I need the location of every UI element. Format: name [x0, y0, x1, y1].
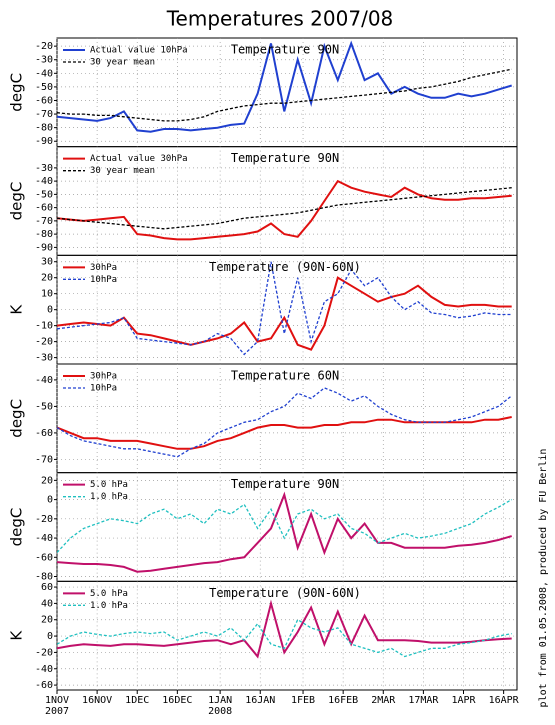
y-tick-label: -30 [35, 55, 53, 66]
panel-title: Temperature 90N [231, 151, 339, 165]
x-tick-sublabel: 2007 [45, 706, 69, 717]
y-tick-label: -20 [35, 647, 53, 658]
y-tick-label: -20 [35, 41, 53, 52]
legend-label: Actual value 30hPa [90, 154, 188, 164]
y-axis-label: degC [8, 182, 26, 221]
y-tick-label: 0 [47, 495, 53, 506]
y-tick-label: -20 [35, 514, 53, 525]
series-line [57, 40, 512, 133]
series-line [57, 387, 513, 458]
x-tick-label: 1APR [451, 695, 476, 706]
y-tick-label: -70 [35, 109, 53, 120]
y-tick-label: 20 [41, 475, 53, 486]
series-line [57, 187, 512, 230]
legend-label: 10hPa [90, 384, 117, 394]
panel-title: Temperature 60N [231, 369, 339, 383]
legend-label: 5.0 hPa [90, 589, 128, 599]
y-axis-label: degC [8, 508, 26, 547]
y-tick-label: 40 [41, 598, 53, 609]
y-axis-label: degC [8, 399, 26, 438]
y-tick-label: -40 [35, 68, 53, 79]
y-axis-label: K [8, 630, 26, 641]
y-axis-label: K [8, 304, 26, 315]
y-tick-label: -50 [35, 189, 53, 200]
y-tick-label: 0 [47, 631, 53, 642]
series-line [57, 179, 512, 241]
y-tick-label: -60 [35, 680, 53, 691]
y-tick-label: 20 [41, 615, 53, 626]
series-line [57, 68, 512, 122]
y-tick-label: -60 [35, 203, 53, 214]
y-tick-label: -80 [35, 123, 53, 134]
panel-title: Temperature (90N-60N) [209, 260, 361, 274]
y-tick-label: -60 [35, 95, 53, 106]
legend-label: Actual value 10hPa [90, 46, 188, 56]
y-tick-label: 0 [47, 305, 53, 316]
x-tick-label: 1DEC [125, 695, 149, 706]
y-axis-label: degC [8, 73, 26, 112]
y-tick-label: -80 [35, 572, 53, 583]
series-line [57, 276, 512, 351]
panel-title: Temperature (90N-60N) [209, 586, 361, 600]
x-tick-label: 17MAR [408, 695, 439, 706]
y-tick-label: 20 [41, 273, 53, 284]
y-tick-label: -40 [35, 176, 53, 187]
y-tick-label: -60 [35, 552, 53, 563]
legend-label: 1.0 hPa [90, 492, 128, 502]
x-tick-label: 1JAN [208, 695, 232, 706]
series-line [57, 618, 512, 658]
panel-title: Temperature 90N [231, 43, 339, 57]
y-tick-label: -40 [35, 533, 53, 544]
x-tick-label: 16JAN [245, 695, 275, 706]
credit: plot from 01.05.2008, produced by FU Ber… [538, 449, 549, 708]
y-tick-label: 60 [41, 582, 53, 593]
y-tick-label: -30 [35, 353, 53, 364]
legend-label: 30 year mean [90, 166, 155, 176]
x-tick-label: 2MAR [371, 695, 396, 706]
y-tick-label: -90 [35, 136, 53, 147]
y-tick-label: -50 [35, 401, 53, 412]
legend-label: 1.0 hPa [90, 601, 128, 611]
legend-label: 5.0 hPa [90, 480, 128, 490]
x-tick-label: 16DEC [162, 695, 192, 706]
legend-label: 30hPa [90, 263, 117, 273]
series-line [57, 499, 513, 553]
x-tick-label: 1NOV [45, 695, 69, 706]
y-tick-label: -70 [35, 454, 53, 465]
y-tick-label: -30 [35, 163, 53, 174]
y-tick-label: -50 [35, 82, 53, 93]
y-tick-label: -20 [35, 337, 53, 348]
y-tick-label: 10 [41, 289, 53, 300]
panel-title: Temperature 90N [231, 477, 339, 491]
series-line [57, 599, 512, 659]
legend-label: 10hPa [90, 275, 117, 285]
y-tick-label: 30 [41, 257, 53, 268]
y-tick-label: -90 [35, 242, 53, 253]
legend-label: 30 year mean [90, 58, 155, 68]
y-tick-label: -40 [35, 375, 53, 386]
legend-label: 30hPa [90, 372, 117, 382]
series-line [57, 491, 512, 573]
y-tick-label: -70 [35, 216, 53, 227]
x-tick-sublabel: 2008 [208, 706, 232, 717]
y-tick-label: -80 [35, 229, 53, 240]
y-tick-label: -10 [35, 321, 53, 332]
series-line [57, 261, 512, 356]
x-tick-label: 1FEB [291, 695, 315, 706]
x-tick-label: 16NOV [82, 695, 112, 706]
x-tick-label: 16FEB [328, 695, 358, 706]
y-tick-label: -60 [35, 428, 53, 439]
y-tick-label: -40 [35, 664, 53, 675]
x-tick-label: 16APR [489, 695, 520, 706]
chart-title: Temperatures 2007/08 [166, 7, 394, 31]
